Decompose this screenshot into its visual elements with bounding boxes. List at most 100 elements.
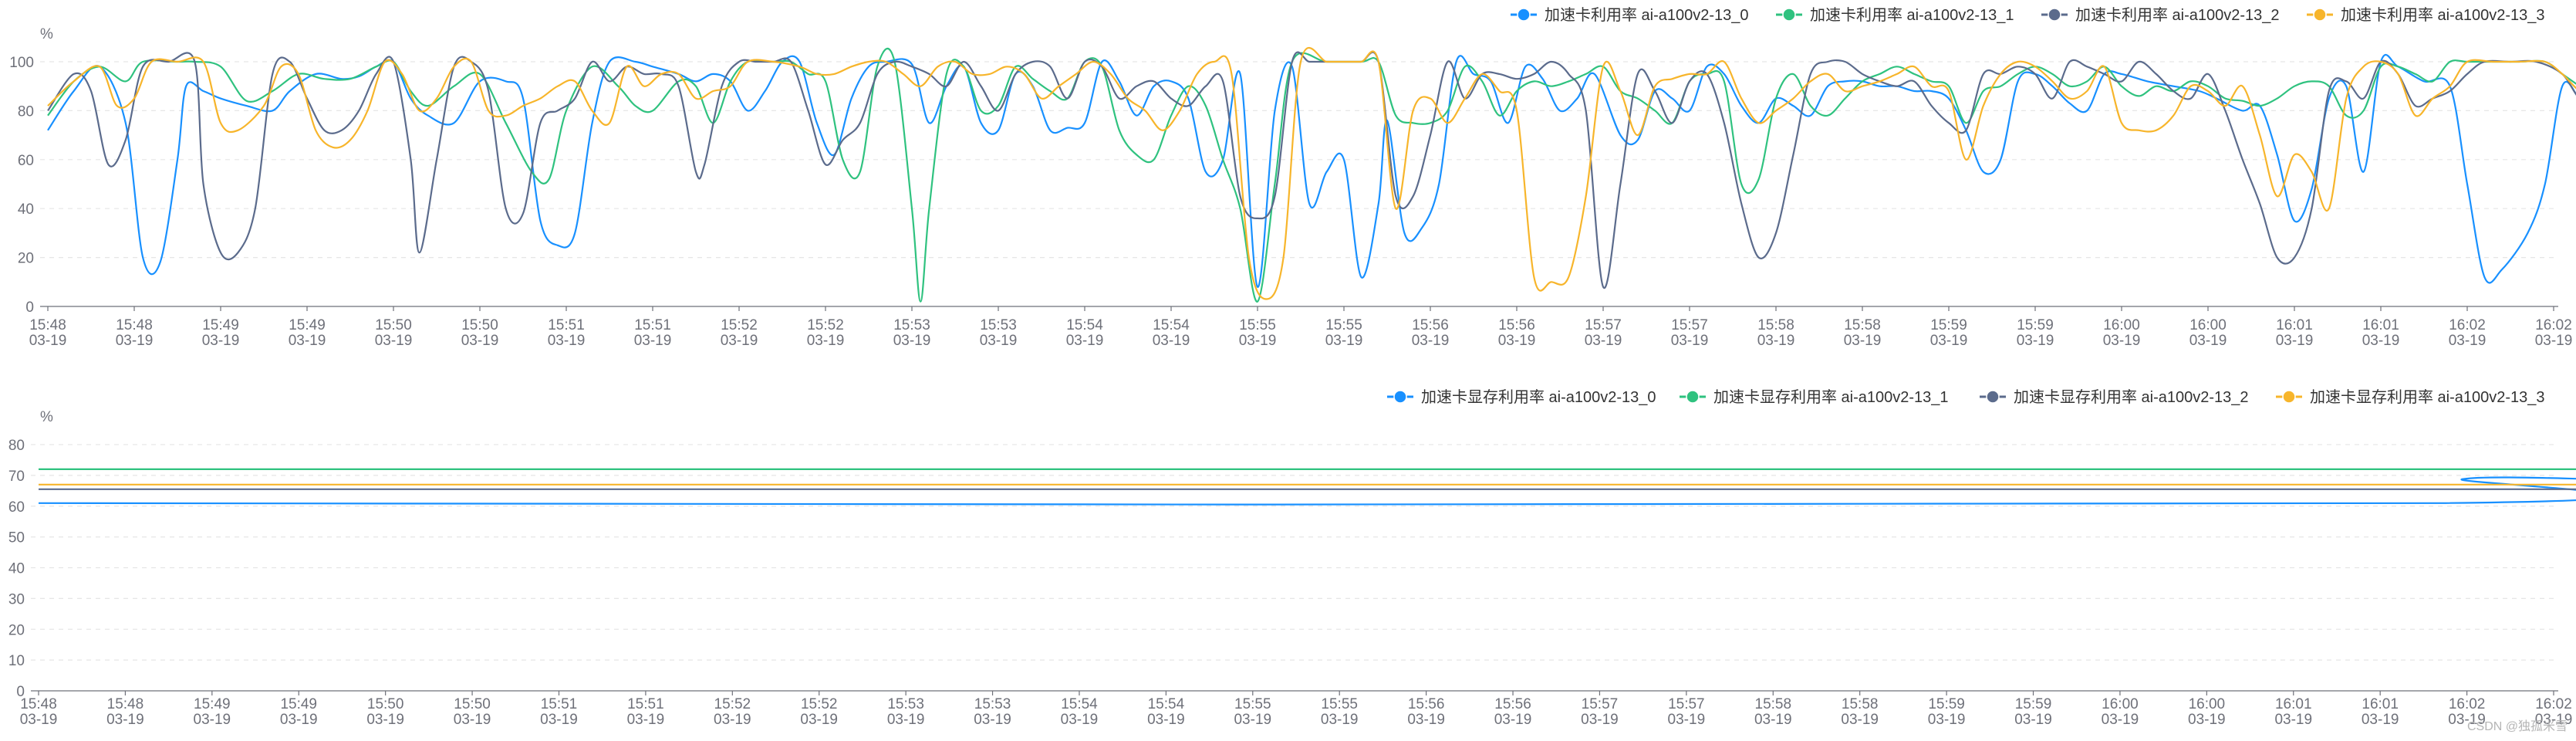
x-tick-label: 15:48 xyxy=(20,696,57,712)
x-tick-label: 15:55 xyxy=(1239,317,1276,333)
x-tick-label: 15:52 xyxy=(721,317,758,333)
x-tick-label: 15:57 xyxy=(1582,696,1619,712)
x-tick-date: 03-19 xyxy=(1321,712,1359,728)
x-tick-date: 03-19 xyxy=(974,712,1011,728)
x-tick-date: 03-19 xyxy=(1494,712,1532,728)
x-tick-label: 15:54 xyxy=(1148,696,1185,712)
legend-marker-1 xyxy=(1686,390,1700,404)
x-tick-label: 15:48 xyxy=(29,317,66,333)
x-tick-label: 16:01 xyxy=(2275,696,2312,712)
x-tick-date: 03-19 xyxy=(2102,712,2139,728)
x-tick-date: 03-19 xyxy=(1147,712,1185,728)
x-tick-date: 03-19 xyxy=(1581,712,1619,728)
x-tick-label: 15:59 xyxy=(1928,696,1965,712)
legend-marker-1 xyxy=(1782,8,1796,22)
x-tick-label: 15:51 xyxy=(634,317,671,333)
x-tick-label: 15:56 xyxy=(1408,696,1445,712)
x-tick-label: 15:57 xyxy=(1671,317,1708,333)
x-tick-date: 03-19 xyxy=(800,712,838,728)
y-tick-label: 40 xyxy=(8,561,25,577)
x-tick-label: 15:54 xyxy=(1066,317,1103,333)
x-tick-label: 15:48 xyxy=(116,317,153,333)
x-tick-label: 15:49 xyxy=(194,696,231,712)
x-tick-label: 15:49 xyxy=(280,696,317,712)
x-tick-label: 15:52 xyxy=(807,317,844,333)
x-tick-date: 03-19 xyxy=(2535,712,2573,728)
x-tick-date: 03-19 xyxy=(627,712,665,728)
x-tick-date: 03-19 xyxy=(29,333,67,349)
x-tick-date: 03-19 xyxy=(2017,333,2054,349)
legend-marker-2 xyxy=(2048,8,2061,22)
x-tick-label: 15:54 xyxy=(1153,317,1190,333)
x-tick-date: 03-19 xyxy=(461,333,499,349)
x-tick-date: 03-19 xyxy=(1239,333,1277,349)
x-tick-date: 03-19 xyxy=(202,333,240,349)
x-tick-label: 15:55 xyxy=(1325,317,1362,333)
y-tick-label: 10 xyxy=(8,653,25,669)
x-tick-date: 03-19 xyxy=(2449,333,2487,349)
x-tick-date: 03-19 xyxy=(2362,333,2400,349)
x-tick-date: 03-19 xyxy=(980,333,1018,349)
x-tick-label: 15:57 xyxy=(1585,317,1622,333)
x-tick-label: 15:52 xyxy=(801,696,838,712)
x-tick-label: 15:50 xyxy=(461,317,498,333)
x-tick-date: 03-19 xyxy=(1668,712,1706,728)
x-tick-label: 16:02 xyxy=(2449,317,2486,333)
x-tick-label: 15:58 xyxy=(1842,696,1879,712)
x-tick-date: 03-19 xyxy=(1671,333,1709,349)
x-tick-date: 03-19 xyxy=(1412,333,1450,349)
series-line-3 xyxy=(47,46,2576,300)
legend-label-0: 加速卡显存利用率 ai-a100v2-13_0 xyxy=(1421,388,1656,406)
legend-marker-3 xyxy=(2282,390,2296,404)
x-tick-label: 15:56 xyxy=(1412,317,1449,333)
x-tick-label: 15:50 xyxy=(375,317,412,333)
x-tick-date: 03-19 xyxy=(1407,712,1445,728)
legend-label-1: 加速卡利用率 ai-a100v2-13_1 xyxy=(1810,6,2014,24)
x-tick-label: 15:55 xyxy=(1321,696,1358,712)
legend-label-1: 加速卡显存利用率 ai-a100v2-13_1 xyxy=(1713,388,1949,406)
x-tick-label: 15:58 xyxy=(1755,696,1792,712)
legend-label-2: 加速卡利用率 ai-a100v2-13_2 xyxy=(2075,6,2280,24)
x-tick-date: 03-19 xyxy=(454,712,491,728)
x-tick-date: 03-19 xyxy=(2014,712,2052,728)
x-tick-date: 03-19 xyxy=(1844,333,1882,349)
x-tick-label: 16:02 xyxy=(2535,696,2572,712)
x-tick-date: 03-19 xyxy=(280,712,318,728)
y-tick-label: 60 xyxy=(8,499,25,516)
y-tick-label: 0 xyxy=(16,684,25,700)
y-tick-label: 0 xyxy=(25,299,34,316)
legend-label-3: 加速卡利用率 ai-a100v2-13_3 xyxy=(2341,6,2545,24)
y-tick-label: 20 xyxy=(8,622,25,638)
series-line-0 xyxy=(38,476,2576,506)
x-tick-date: 03-19 xyxy=(2188,712,2226,728)
x-tick-date: 03-19 xyxy=(1928,712,1966,728)
legend-marker-3 xyxy=(2313,8,2327,22)
x-tick-date: 03-19 xyxy=(893,333,931,349)
x-tick-label: 15:48 xyxy=(107,696,144,712)
x-tick-label: 15:52 xyxy=(714,696,751,712)
x-tick-date: 03-19 xyxy=(634,333,672,349)
x-tick-label: 16:02 xyxy=(2535,317,2572,333)
x-tick-date: 03-19 xyxy=(721,333,758,349)
x-tick-date: 03-19 xyxy=(375,333,413,349)
series-line-1 xyxy=(47,47,2576,303)
x-tick-date: 03-19 xyxy=(1841,712,1879,728)
x-tick-label: 16:01 xyxy=(2362,317,2399,333)
y-tick-label: 80 xyxy=(18,103,34,120)
x-tick-date: 03-19 xyxy=(2362,712,2399,728)
legend: 加速卡显存利用率 ai-a100v2-13_3 加速卡显存利用率 ai-a100v… xyxy=(1387,388,2545,406)
x-tick-date: 03-19 xyxy=(1930,333,1968,349)
x-tick-date: 03-19 xyxy=(548,333,586,349)
x-tick-label: 15:51 xyxy=(541,696,578,712)
x-tick-date: 03-19 xyxy=(2189,333,2227,349)
x-tick-label: 15:59 xyxy=(2015,696,2052,712)
x-tick-label: 15:58 xyxy=(1844,317,1881,333)
x-tick-date: 03-19 xyxy=(2103,333,2141,349)
x-tick-date: 03-19 xyxy=(1325,333,1363,349)
x-tick-date: 03-19 xyxy=(194,712,231,728)
y-unit-label: % xyxy=(40,409,53,425)
x-tick-date: 03-19 xyxy=(2535,333,2573,349)
y-tick-label: 30 xyxy=(8,591,25,607)
x-tick-label: 15:54 xyxy=(1061,696,1098,712)
